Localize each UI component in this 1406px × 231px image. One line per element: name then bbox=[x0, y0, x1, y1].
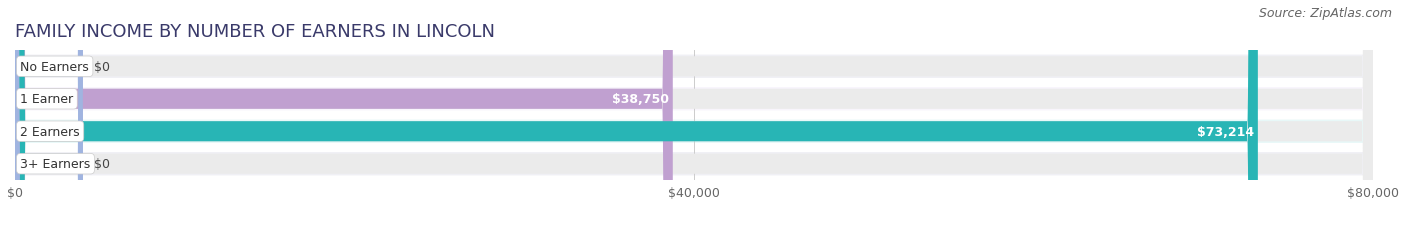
FancyBboxPatch shape bbox=[15, 55, 1374, 79]
Text: 2 Earners: 2 Earners bbox=[20, 125, 80, 138]
FancyBboxPatch shape bbox=[15, 0, 673, 231]
FancyBboxPatch shape bbox=[15, 0, 1258, 231]
FancyBboxPatch shape bbox=[15, 0, 1374, 231]
FancyBboxPatch shape bbox=[15, 0, 1374, 231]
FancyBboxPatch shape bbox=[15, 120, 1374, 143]
Text: 3+ Earners: 3+ Earners bbox=[20, 158, 90, 170]
Text: Source: ZipAtlas.com: Source: ZipAtlas.com bbox=[1258, 7, 1392, 20]
FancyBboxPatch shape bbox=[15, 0, 1374, 231]
Text: $0: $0 bbox=[94, 158, 110, 170]
Text: 1 Earner: 1 Earner bbox=[20, 93, 73, 106]
FancyBboxPatch shape bbox=[15, 0, 83, 231]
Text: $73,214: $73,214 bbox=[1197, 125, 1254, 138]
Text: FAMILY INCOME BY NUMBER OF EARNERS IN LINCOLN: FAMILY INCOME BY NUMBER OF EARNERS IN LI… bbox=[15, 23, 495, 41]
FancyBboxPatch shape bbox=[15, 152, 1374, 176]
FancyBboxPatch shape bbox=[15, 88, 1374, 111]
FancyBboxPatch shape bbox=[15, 0, 83, 231]
FancyBboxPatch shape bbox=[15, 0, 1374, 231]
Text: No Earners: No Earners bbox=[20, 61, 89, 73]
Text: $0: $0 bbox=[94, 61, 110, 73]
Text: $38,750: $38,750 bbox=[612, 93, 669, 106]
